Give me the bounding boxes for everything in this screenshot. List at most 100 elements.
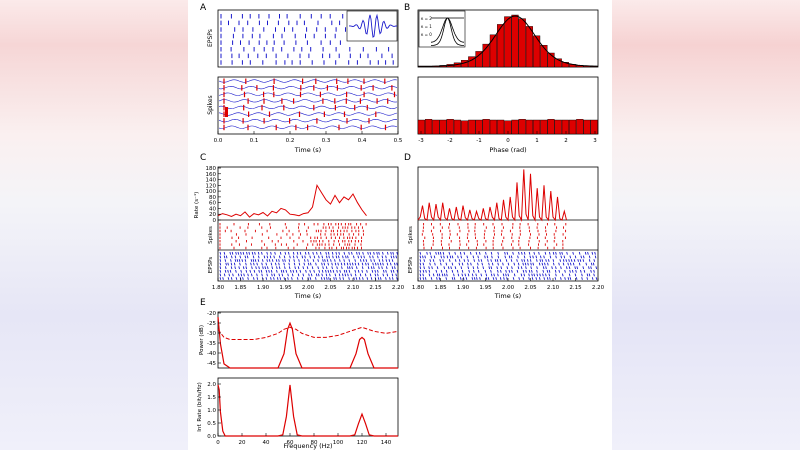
spike-burst-marker [225, 107, 228, 117]
epsp-tick [390, 251, 392, 255]
epsp-tick [459, 251, 462, 255]
epsp-tick [256, 262, 258, 266]
epsp-tick [450, 266, 452, 270]
panel-a-top-frame [217, 9, 399, 68]
epsp-tick [293, 262, 296, 266]
epsp-tick [547, 259, 550, 262]
epsp-tick [463, 251, 466, 255]
epsp-tick [297, 273, 300, 277]
subthreshold-trace [218, 105, 398, 110]
epsp-tick [569, 269, 571, 273]
epsp-tick [317, 273, 320, 277]
epsp-tick [467, 259, 469, 262]
epsp-tick [316, 251, 318, 255]
epsp-tick [454, 266, 457, 270]
epsp-tick [476, 277, 478, 280]
epsp-tick [462, 277, 465, 280]
epsp-tick [440, 269, 443, 273]
panel-c-y-tick-label: 120 [206, 183, 217, 189]
epsp-tick [266, 273, 268, 277]
panel-e-xlabel: Frequency (Hz) [283, 442, 332, 450]
epsp-tick [258, 269, 260, 273]
epsp-tick [329, 273, 331, 277]
uniform-histogram-bar [432, 119, 440, 135]
epsp-tick [335, 255, 338, 259]
epsp-tick [460, 255, 463, 259]
panel-b-x-tick-label: 1 [535, 138, 539, 144]
epsp-tick [490, 251, 493, 255]
epsp-tick [485, 273, 488, 277]
panel-d-rate-line [417, 169, 567, 222]
panel-e-info-frame [217, 377, 399, 437]
epsp-tick [576, 266, 579, 270]
epsp-tick [533, 273, 536, 277]
epsp-tick [441, 273, 444, 277]
epsp-tick [367, 251, 369, 255]
epsp-tick [340, 262, 343, 266]
epsp-tick [366, 277, 369, 280]
uniform-histogram-bar [569, 119, 577, 135]
epsp-tick [230, 262, 233, 266]
panel-c-x-tick-label: 1.85 [234, 285, 247, 291]
epsp-tick [307, 251, 310, 255]
panel-b-bottom-histogram [417, 119, 598, 135]
epsp-tick [325, 251, 327, 255]
epsp-tick [321, 262, 323, 266]
epsp-tick [304, 251, 307, 255]
panel-e: -20 -25 -30 -35 -40 -45 2.0 1.5 1.0 0.5 0.0 Power… [197, 311, 399, 450]
epsp-tick [223, 273, 226, 277]
epsp-tick [271, 259, 274, 262]
epsp-tick [342, 277, 345, 280]
epsp-tick [331, 251, 334, 255]
epsp-tick [477, 255, 479, 259]
epsp-tick [254, 259, 257, 262]
epsp-tick [354, 262, 357, 266]
epsp-tick [439, 259, 441, 262]
epsp-tick [595, 277, 598, 280]
panel-d-x-tick-label: 1.95 [479, 285, 492, 291]
epsp-tick [461, 269, 464, 273]
epsp-tick [377, 273, 379, 277]
epsp-tick [355, 277, 358, 280]
epsp-tick [508, 255, 511, 259]
epsp-tick [369, 273, 372, 277]
epsp-tick [535, 255, 538, 259]
epsp-tick [488, 266, 491, 270]
epsp-tick [334, 273, 337, 277]
epsp-tick [451, 262, 454, 266]
phase-histogram-bar [518, 18, 526, 68]
uniform-histogram-bar [417, 119, 426, 135]
epsp-tick [595, 266, 598, 270]
epsp-tick [284, 266, 286, 270]
epsp-tick [229, 251, 232, 255]
epsp-tick [361, 269, 364, 273]
epsp-tick [552, 251, 555, 255]
epsp-tick [428, 273, 431, 277]
epsp-tick [385, 277, 387, 280]
epsp-tick [283, 262, 285, 266]
epsp-tick [475, 251, 478, 255]
epsp-tick [582, 266, 585, 270]
epsp-tick [223, 255, 226, 259]
epsp-tick [253, 269, 256, 273]
epsp-tick [378, 266, 380, 270]
epsp-tick [374, 262, 377, 266]
epsp-tick [574, 255, 577, 259]
epsp-tick [305, 269, 307, 273]
epsp-tick [357, 255, 360, 259]
epsp-tick [374, 273, 377, 277]
epsp-tick [448, 259, 451, 262]
epsp-tick [520, 266, 523, 270]
epsp-tick [477, 269, 480, 273]
epsp-tick [318, 269, 321, 273]
subthreshold-trace [218, 118, 398, 123]
epsp-tick [437, 251, 440, 255]
epsp-tick [422, 269, 425, 273]
panel-d-epsp-raster [419, 251, 598, 280]
epsp-tick [505, 273, 507, 277]
epsp-tick [219, 277, 222, 280]
epsp-tick [541, 259, 544, 262]
epsp-tick [451, 255, 454, 259]
epsp-tick [591, 251, 594, 255]
